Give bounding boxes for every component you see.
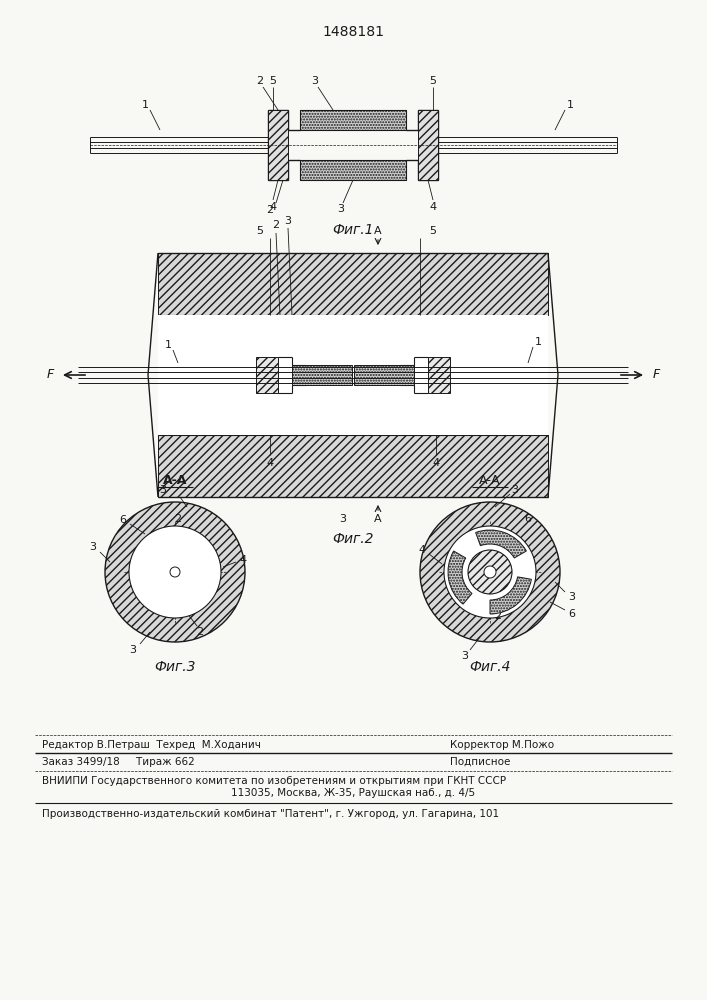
Text: 1488181: 1488181 <box>322 25 384 39</box>
Text: 5: 5 <box>269 76 276 86</box>
Bar <box>158 435 548 497</box>
Text: 5: 5 <box>429 226 436 236</box>
Circle shape <box>444 526 536 618</box>
Bar <box>300 160 406 180</box>
Text: 4: 4 <box>269 202 276 212</box>
Text: А-А: А-А <box>163 474 187 487</box>
Text: Фиг.2: Фиг.2 <box>332 532 374 546</box>
Text: ВНИИПИ Государственного комитета по изобретениям и открытиям при ГКНТ СССР: ВНИИПИ Государственного комитета по изоб… <box>42 776 506 786</box>
Text: Фиг.4: Фиг.4 <box>469 660 510 674</box>
Bar <box>418 110 438 180</box>
Text: 113035, Москва, Ж-35, Раушская наб., д. 4/5: 113035, Москва, Ж-35, Раушская наб., д. … <box>231 788 475 798</box>
Text: 1: 1 <box>534 337 542 347</box>
Text: 4: 4 <box>433 458 440 468</box>
Text: А-А: А-А <box>479 474 501 487</box>
Text: 1: 1 <box>141 100 148 110</box>
Text: Заказ 3499/18     Тираж 662: Заказ 3499/18 Тираж 662 <box>42 757 194 767</box>
Text: 3: 3 <box>90 542 96 552</box>
Wedge shape <box>490 577 532 614</box>
Text: 3: 3 <box>284 216 291 226</box>
Text: 1: 1 <box>566 100 573 110</box>
Bar <box>292 365 352 385</box>
Bar <box>164 582 186 596</box>
Text: F: F <box>47 368 54 381</box>
Bar <box>158 253 548 315</box>
Text: Фиг.1: Фиг.1 <box>332 223 374 237</box>
Bar <box>256 357 278 393</box>
Text: 5: 5 <box>257 226 264 236</box>
Text: 2: 2 <box>272 220 279 230</box>
Text: Корректор М.Пожо: Корректор М.Пожо <box>450 740 554 750</box>
Text: 3: 3 <box>160 485 167 495</box>
Text: 2: 2 <box>197 627 204 637</box>
Circle shape <box>105 502 245 642</box>
Circle shape <box>420 502 560 642</box>
Text: 2: 2 <box>257 76 264 86</box>
Text: 6: 6 <box>568 609 575 619</box>
Text: 6: 6 <box>119 515 127 525</box>
Circle shape <box>170 567 180 577</box>
Wedge shape <box>448 551 472 604</box>
Text: 3: 3 <box>337 204 344 214</box>
Bar <box>153 564 197 580</box>
Bar <box>158 315 548 435</box>
Text: 6: 6 <box>525 514 532 524</box>
Bar <box>300 110 406 130</box>
Wedge shape <box>476 530 527 558</box>
Text: 5: 5 <box>429 76 436 86</box>
Text: 3: 3 <box>129 645 136 655</box>
Text: 4: 4 <box>429 202 436 212</box>
Bar <box>164 548 186 562</box>
Text: 4: 4 <box>240 555 247 565</box>
Text: Фиг.3: Фиг.3 <box>154 660 196 674</box>
Text: Подписное: Подписное <box>450 757 510 767</box>
Text: 1: 1 <box>165 340 172 350</box>
Text: 3: 3 <box>511 485 518 495</box>
Text: A: A <box>374 514 382 524</box>
Bar <box>354 365 414 385</box>
Text: 3: 3 <box>312 76 318 86</box>
Text: Производственно-издательский комбинат "Патент", г. Ужгород, ул. Гагарина, 101: Производственно-издательский комбинат "П… <box>42 809 499 819</box>
Circle shape <box>484 566 496 578</box>
Text: 4: 4 <box>419 545 426 555</box>
Bar <box>428 357 450 393</box>
Text: F: F <box>653 368 660 381</box>
Text: 2: 2 <box>494 611 501 621</box>
Circle shape <box>129 526 221 618</box>
Text: A: A <box>374 226 382 236</box>
Text: 3: 3 <box>462 651 469 661</box>
Text: 3: 3 <box>339 514 346 524</box>
Text: 4: 4 <box>267 458 274 468</box>
Circle shape <box>468 550 512 594</box>
Text: 3: 3 <box>568 592 575 602</box>
Text: 2: 2 <box>175 514 182 524</box>
Bar <box>268 110 288 180</box>
Text: Редактор В.Петраш  Техред  М.Ходанич: Редактор В.Петраш Техред М.Ходанич <box>42 740 261 750</box>
Bar <box>167 550 183 594</box>
Text: 2: 2 <box>266 205 273 215</box>
